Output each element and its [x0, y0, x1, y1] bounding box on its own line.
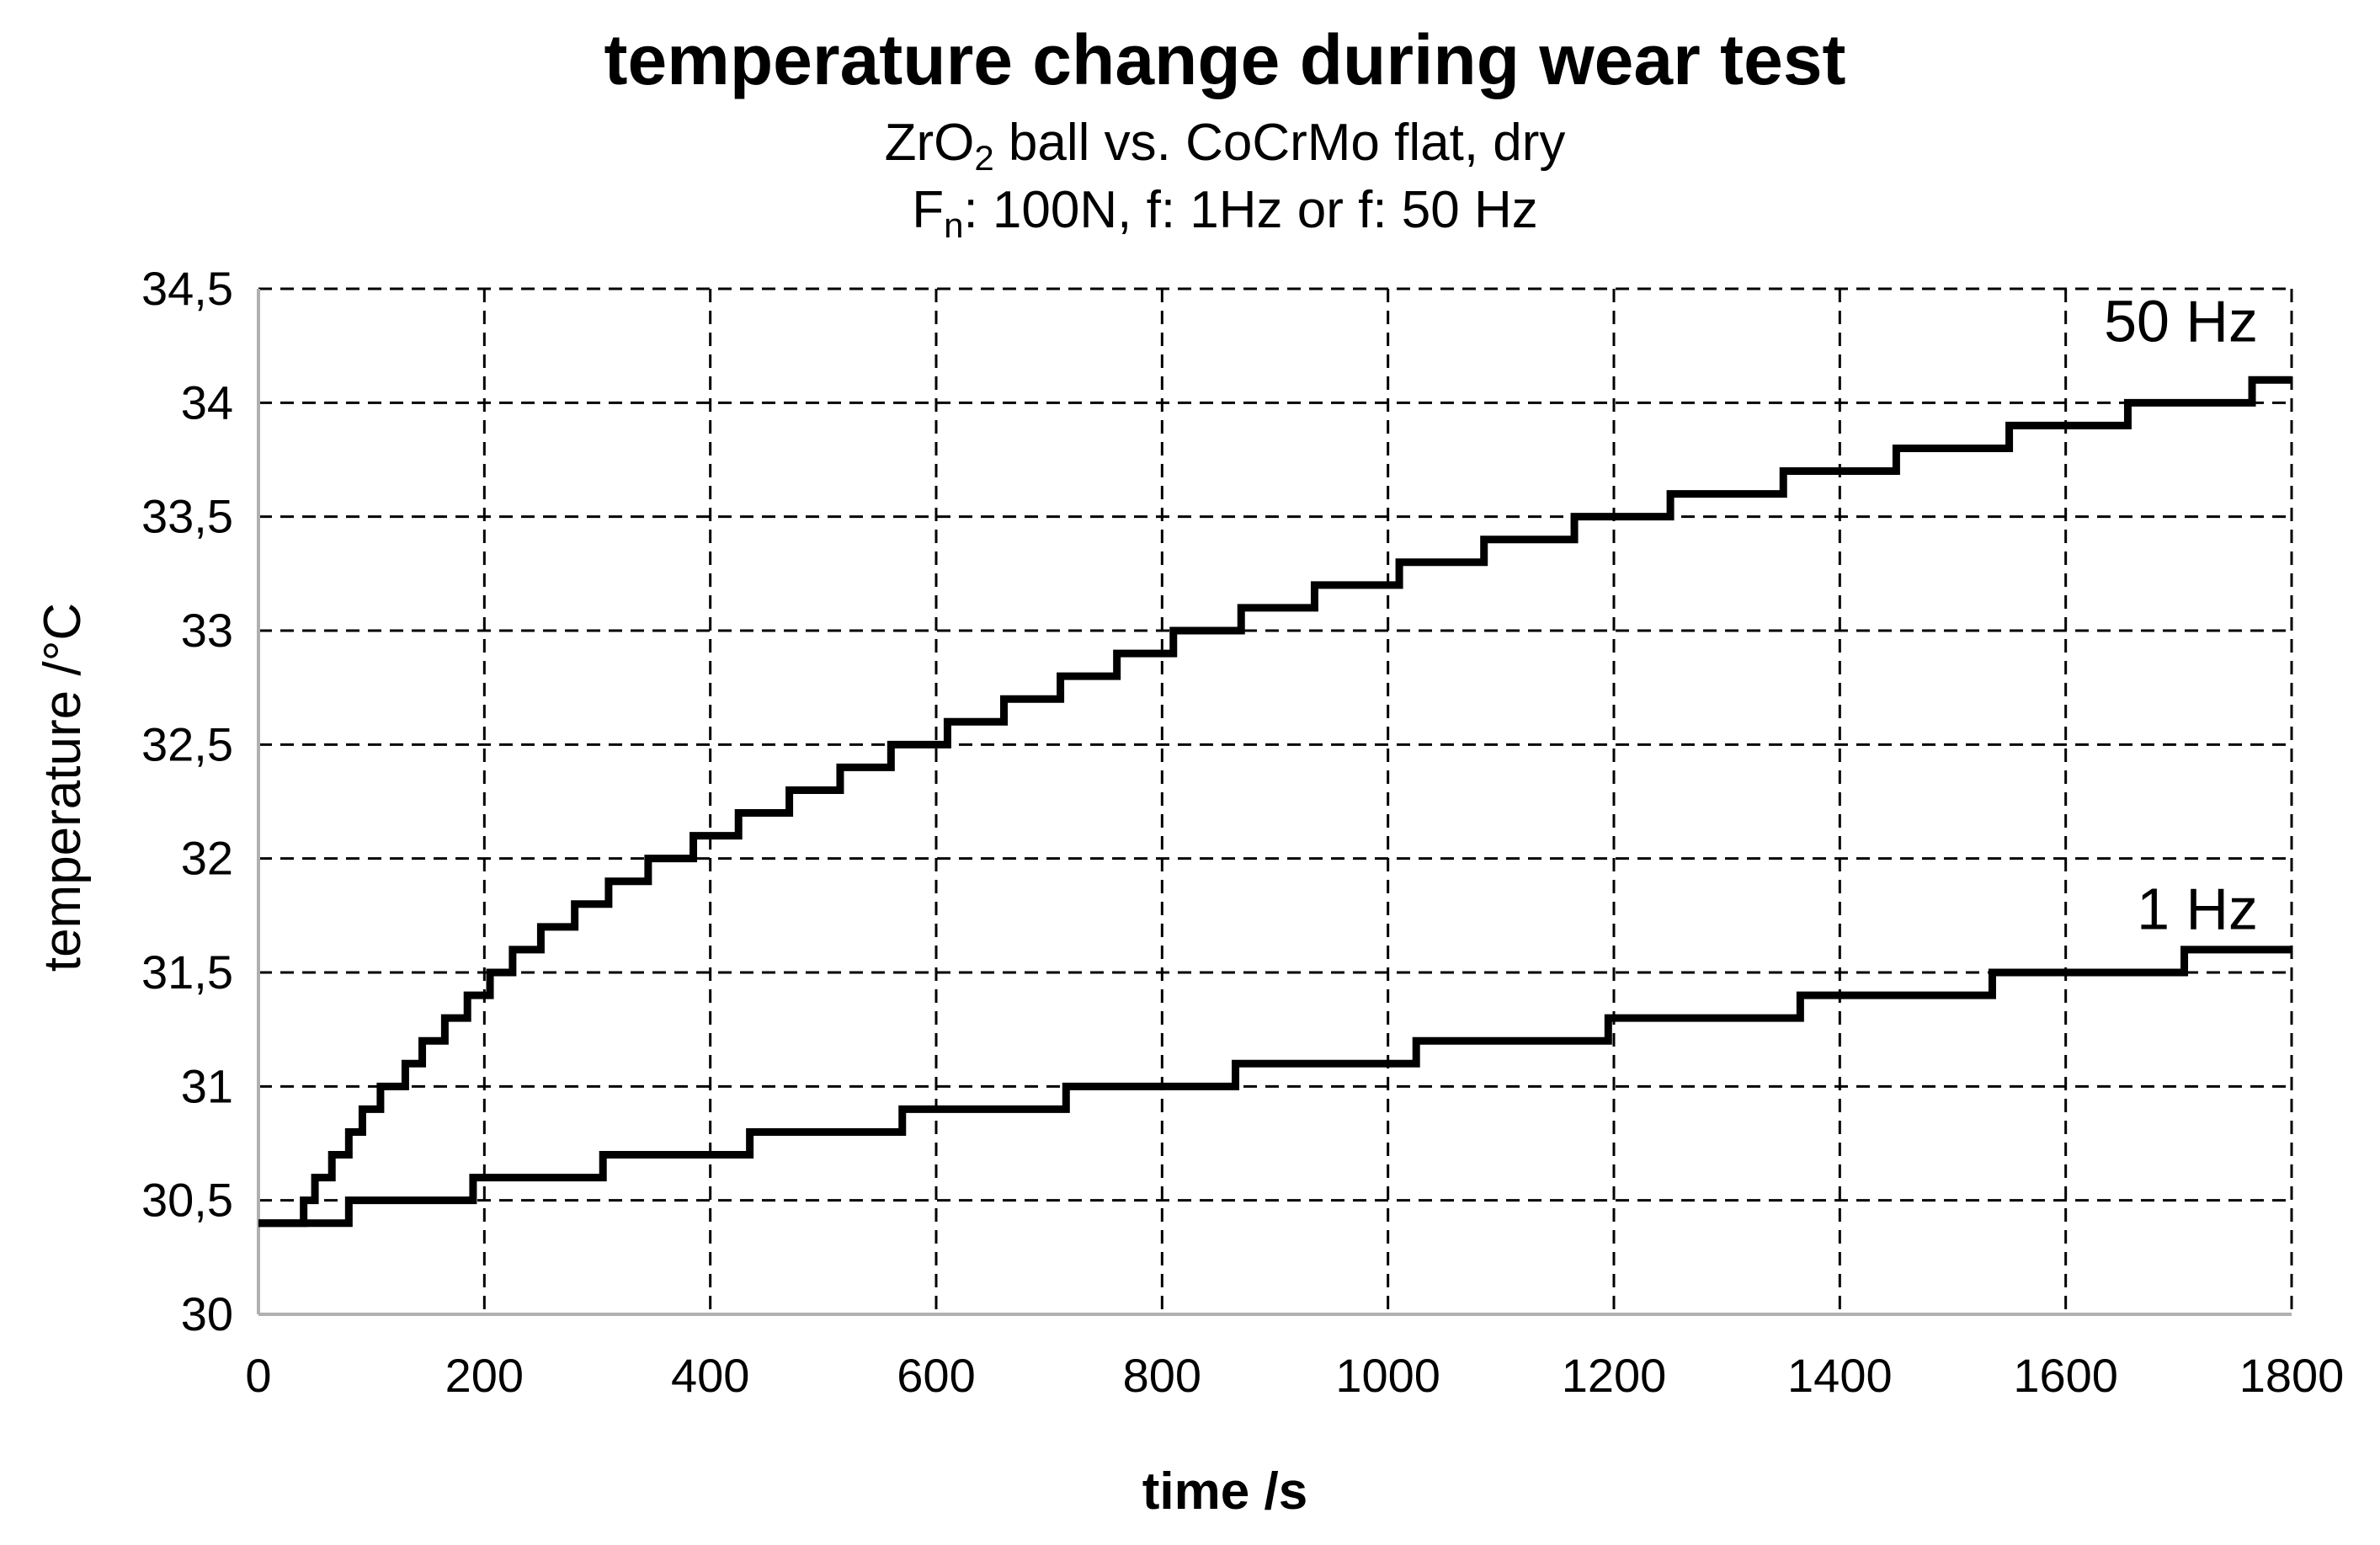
- y-tick-label: 31: [181, 1059, 233, 1112]
- x-tick-label: 800: [1123, 1349, 1201, 1402]
- y-tick-label: 32: [181, 832, 233, 885]
- subtitle-line1-prefix: ZrO: [885, 114, 975, 172]
- y-tick-label: 30: [181, 1287, 233, 1340]
- x-tick-label: 1200: [1562, 1349, 1667, 1402]
- chart-subtitle-line2: Fn: 100N, f: 1Hz or f: 50 Hz: [912, 181, 1538, 245]
- y-tick-label: 31,5: [141, 946, 233, 999]
- x-tick-label: 1400: [1787, 1349, 1893, 1402]
- series-lines: [258, 376, 2292, 1228]
- y-tick-label: 30,5: [141, 1174, 233, 1227]
- y-axis-label: temperature /°C: [34, 603, 92, 972]
- subtitle-line1-subscript: 2: [974, 138, 993, 178]
- y-tick-label: 33,5: [141, 490, 233, 543]
- grid-lines: [258, 287, 2293, 1314]
- x-tick-label: 1800: [2239, 1349, 2345, 1402]
- x-axis-label: time /s: [1142, 1462, 1307, 1521]
- x-tick-label: 0: [245, 1349, 271, 1402]
- subtitle-line2-subscript: n: [944, 205, 963, 245]
- series-line-1hz: [258, 946, 2292, 1228]
- series-label-1hz: 1 Hz: [2137, 876, 2258, 942]
- chart-title: temperature change during wear test: [604, 20, 1845, 99]
- axes: [257, 289, 2292, 1316]
- x-tick-label: 600: [897, 1349, 975, 1402]
- x-tick-label: 200: [445, 1349, 524, 1402]
- y-tick-label: 32,5: [141, 717, 233, 770]
- x-tick-label: 1600: [2013, 1349, 2118, 1402]
- x-tick-label: 1000: [1335, 1349, 1440, 1402]
- subtitle-line2-prefix: F: [912, 181, 944, 239]
- subtitle-line1-suffix: ball vs. CoCrMo flat, dry: [994, 114, 1566, 172]
- x-tick-label: 400: [671, 1349, 749, 1402]
- y-tick-label: 34,5: [141, 262, 233, 315]
- subtitle-line2-suffix: : 100N, f: 1Hz or f: 50 Hz: [963, 181, 1537, 239]
- chart-subtitle-line1: ZrO2 ball vs. CoCrMo flat, dry: [885, 114, 1566, 178]
- series-labels: 50 Hz 1 Hz: [2104, 288, 2258, 941]
- y-tick-label: 34: [181, 376, 233, 429]
- series-line-50hz: [258, 376, 2292, 1228]
- series-label-50hz: 50 Hz: [2104, 288, 2258, 354]
- tick-labels: 30 30,5 31 31,5 32 32,5 33 33,5 34 34,5 0 200 400 600…: [141, 262, 2344, 1402]
- y-tick-label: 33: [181, 604, 233, 657]
